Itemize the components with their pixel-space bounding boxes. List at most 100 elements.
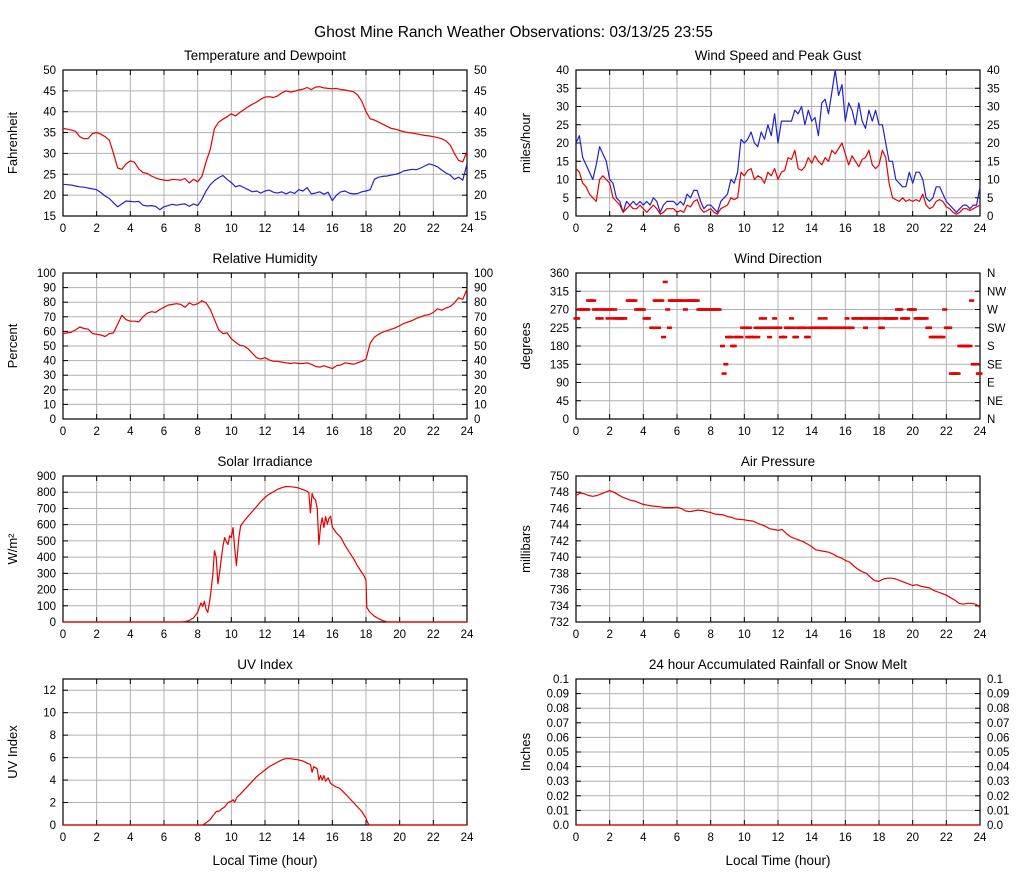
chart-title: Solar Irradiance (217, 454, 312, 469)
series-direction (573, 280, 982, 375)
grid-lines (575, 476, 980, 622)
chart-svg-solar-irradiance: Solar IrradianceW/m²01002003004005006007… (5, 454, 474, 641)
x-tick-label: 10 (737, 629, 750, 641)
y-tick-label: 0.1 (553, 674, 569, 686)
y-tick-label: 800 (36, 487, 55, 499)
scatter-point (664, 308, 670, 311)
chart-svg-wind-direction: Wind Directiondegrees0459013518022527031… (518, 251, 1006, 438)
x-tick-label: 20 (906, 426, 919, 438)
scatter-point (849, 326, 855, 330)
scatter-point (790, 326, 796, 330)
series-line-dewpoint (62, 163, 468, 211)
y-tick-label: 25 (43, 169, 56, 181)
right-tick-label: SW (987, 323, 1006, 335)
grid-lines (62, 679, 467, 825)
charts-grid: Temperature and Dewpoint Fahrenheit 15 20 25… (0, 44, 1027, 890)
scatter-point (939, 335, 945, 339)
series-line-peak-gust (574, 69, 981, 213)
grid-lines (62, 70, 467, 216)
x-tick-label: 20 (906, 832, 919, 844)
scatter-point (655, 326, 661, 330)
x-tick-label: 10 (737, 832, 750, 844)
x-tick-label: 8 (194, 223, 200, 235)
right-tick-label: 30 (474, 370, 487, 382)
x-tick-label: 18 (872, 426, 885, 438)
x-tick-label: 16 (325, 832, 338, 844)
scatter-point (759, 326, 765, 330)
scatter-point (946, 326, 952, 330)
x-tick-label: 20 (393, 223, 406, 235)
scatter-point (694, 299, 700, 302)
x-tick-label: 20 (906, 629, 919, 641)
x-tick-label: 18 (359, 223, 372, 235)
scatter-point (764, 326, 770, 330)
x-tick-label: 10 (224, 223, 237, 235)
right-tick-label: 0.02 (987, 791, 1009, 803)
y-tick-label: 20 (556, 138, 569, 150)
right-tick-label: 20 (987, 138, 1000, 150)
scatter-point (977, 372, 982, 375)
x-tick-label: 22 (939, 426, 952, 438)
right-tick-label: N (987, 268, 995, 280)
scatter-point (662, 280, 668, 284)
x-tick-label: 4 (127, 832, 134, 844)
y-tick-label: 746 (549, 503, 568, 515)
right-tick-label: E (987, 378, 995, 390)
x-tick-label: 6 (160, 832, 166, 844)
x-tick-label: 16 (838, 832, 851, 844)
y-axis-label: Inches (518, 732, 533, 771)
y-tick-label: 0.06 (546, 732, 568, 744)
y-tick-label: 0 (562, 211, 568, 223)
y-tick-label: 900 (36, 471, 55, 483)
scatter-point (722, 362, 728, 366)
scatter-point (926, 326, 932, 330)
y-tick-label: 225 (549, 323, 568, 335)
right-tick-label: 50 (474, 341, 487, 353)
scatter-point (844, 317, 850, 320)
y-axis-label: W/m² (5, 533, 20, 565)
right-tick-label: 15 (987, 156, 1000, 168)
scatter-point (598, 317, 604, 320)
right-tick-label: 25 (474, 169, 487, 181)
right-tick-label: 0.07 (987, 718, 1009, 730)
x-tick-label: 4 (640, 629, 647, 641)
plot-frame (574, 272, 981, 420)
chart-svg-temperature-dewpoint: Temperature and DewpointFahrenheit152025… (5, 48, 487, 235)
y-tick-label: 12 (43, 685, 56, 697)
right-tick-label: 10 (474, 399, 487, 411)
scatter-point (941, 308, 947, 311)
y-tick-label: 736 (549, 585, 568, 597)
scatter-point (892, 317, 898, 320)
right-tick-label: 0 (987, 211, 993, 223)
scatter-point (603, 308, 609, 311)
x-tick-label: 6 (160, 426, 166, 438)
page-title: Ghost Mine Ranch Weather Observations: 0… (314, 24, 713, 41)
scatter-point (660, 335, 666, 339)
x-tick-label: 12 (771, 629, 784, 641)
right-tick-label: 0 (474, 414, 480, 426)
scatter-point (788, 317, 794, 320)
right-tick-label: W (987, 305, 998, 317)
right-tick-label: 90 (474, 283, 487, 295)
x-tick-label: 14 (292, 629, 305, 641)
grid-lines (62, 273, 467, 419)
y-tick-label: 0.09 (546, 689, 568, 701)
x-tick-label: 0 (572, 426, 578, 438)
y-tick-label: 738 (549, 568, 568, 580)
chart-title: 24 hour Accumulated Rainfall or Snow Mel… (648, 657, 906, 672)
x-tick-label: 14 (805, 629, 818, 641)
x-tick-label: 0 (59, 629, 65, 641)
scatter-point (776, 326, 782, 330)
right-tick-label: S (987, 341, 995, 353)
chart-svg-air-pressure: Air Pressure millibars 732 734 736 738 740 742 7… (518, 454, 987, 641)
x-tick-label: 22 (426, 223, 439, 235)
scatter-point (721, 372, 727, 375)
y-tick-label: 50 (43, 65, 56, 77)
right-tick-label: 0.01 (987, 805, 1009, 817)
y-tick-label: 742 (549, 536, 568, 548)
x-tick-label: 10 (737, 426, 750, 438)
y-tick-label: 0 (49, 414, 55, 426)
series-line-wind-speed (575, 142, 980, 215)
right-tick-label: 30 (987, 102, 1000, 114)
grid-lines (575, 679, 980, 825)
